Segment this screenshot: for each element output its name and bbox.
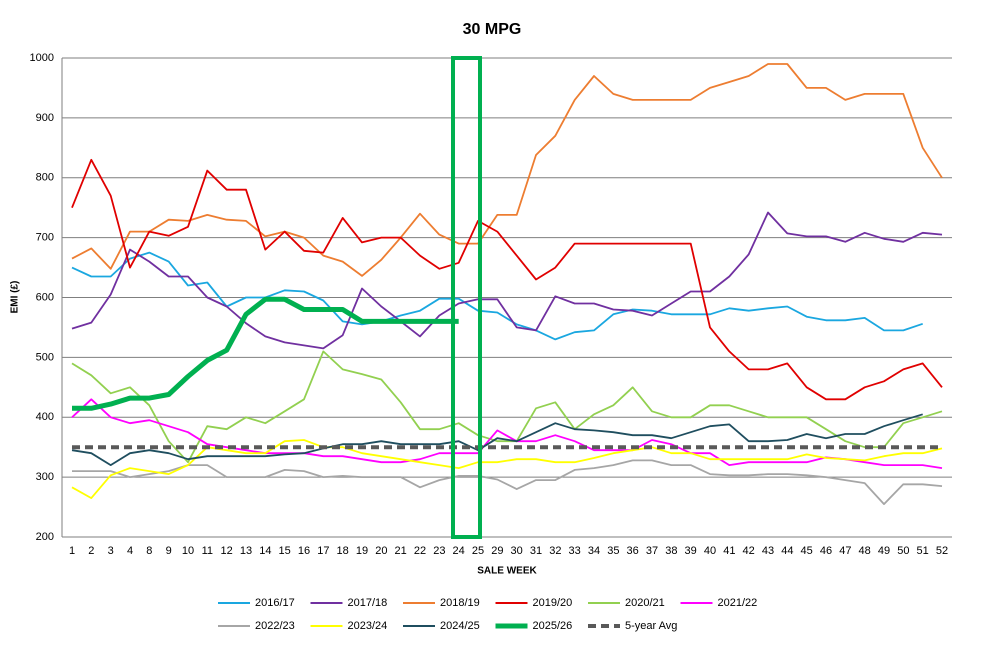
y-tick-label: 500: [36, 351, 54, 363]
x-tick-label: 24: [453, 545, 465, 557]
x-tick-label: 46: [820, 545, 832, 557]
series-line: [71, 413, 923, 466]
y-tick-label: 800: [36, 172, 54, 184]
x-tick-label: 38: [665, 545, 677, 557]
legend-label: 2022/23: [255, 620, 295, 632]
y-tick-label: 300: [36, 471, 54, 483]
chart-title: 30 MPG: [463, 21, 522, 38]
x-tick-label: 29: [491, 545, 503, 557]
series-line: [71, 63, 943, 277]
y-tick-label: 900: [36, 112, 54, 124]
series-line: [71, 158, 943, 401]
legend-label: 2024/25: [440, 620, 480, 632]
x-tick-label: 30: [511, 545, 523, 557]
x-tick-label: 51: [917, 545, 929, 557]
x-tick-label: 9: [166, 545, 172, 557]
x-tick-label: 32: [549, 545, 561, 557]
x-tick-label: 8: [146, 545, 152, 557]
x-tick-label: 40: [704, 545, 716, 557]
legend-label: 5-year Avg: [625, 620, 677, 632]
x-tick-label: 48: [859, 545, 871, 557]
x-tick-label: 43: [762, 545, 774, 557]
x-tick-label: 45: [801, 545, 813, 557]
legend-label: 2018/19: [440, 597, 480, 609]
legend-label: 2019/20: [533, 597, 573, 609]
x-tick-label: 33: [569, 545, 581, 557]
series-line: [72, 459, 943, 505]
y-tick-label: 400: [36, 411, 54, 423]
x-tick-label: 2: [88, 545, 94, 557]
y-tick-label: 600: [36, 291, 54, 303]
x-tick-label: 13: [240, 545, 252, 557]
x-tick-label: 12: [221, 545, 233, 557]
x-tick-label: 35: [607, 545, 619, 557]
legend-label: 2023/24: [348, 620, 388, 632]
x-tick-label: 14: [259, 545, 271, 557]
x-tick-label: 19: [356, 545, 368, 557]
x-tick-label: 36: [627, 545, 639, 557]
x-tick-label: 22: [414, 545, 426, 557]
x-tick-label: 39: [685, 545, 697, 557]
x-tick-label: 44: [781, 545, 793, 557]
x-tick-label: 15: [279, 545, 291, 557]
x-tick-label: 11: [202, 545, 213, 557]
x-tick-label: 34: [588, 545, 600, 557]
x-tick-label: 47: [839, 545, 851, 557]
y-tick-label: 700: [36, 232, 54, 244]
x-tick-label: 18: [337, 545, 349, 557]
x-tick-label: 23: [433, 545, 445, 557]
x-tick-label: 10: [182, 545, 194, 557]
x-tick-label: 42: [743, 545, 755, 557]
legend-label: 2025/26: [533, 620, 573, 632]
x-tick-label: 50: [897, 545, 909, 557]
series-line: [71, 211, 943, 350]
x-axis-label: SALE WEEK: [477, 566, 537, 577]
x-tick-label: 17: [317, 545, 329, 557]
highlight-box: [451, 56, 482, 539]
legend-label: 2017/18: [348, 597, 388, 609]
legend-label: 2016/17: [255, 597, 295, 609]
x-tick-label: 1: [69, 545, 75, 557]
series-line: [71, 350, 943, 464]
series-line: [72, 296, 459, 411]
x-tick-label: 49: [878, 545, 890, 557]
x-tick-label: 4: [127, 545, 133, 557]
x-tick-label: 16: [298, 545, 310, 557]
x-tick-label: 52: [936, 545, 948, 557]
x-tick-label: 25: [472, 545, 484, 557]
y-tick-label: 200: [36, 531, 54, 543]
series-line: [71, 251, 923, 341]
legend-label: 2021/22: [718, 597, 758, 609]
x-tick-label: 21: [395, 545, 407, 557]
x-tick-label: 37: [646, 545, 658, 557]
x-tick-label: 41: [723, 545, 735, 557]
y-tick-label: 1000: [30, 52, 54, 64]
x-tick-label: 31: [530, 545, 542, 557]
y-axis-label: EMI (£): [10, 281, 21, 314]
legend-label: 2020/21: [625, 597, 665, 609]
legend: 2016/17 2017/18 2018/19 2019/20 2020/21 2021/…: [218, 597, 757, 632]
x-tick-label: 3: [108, 545, 114, 557]
x-tick-label: 20: [375, 545, 387, 557]
